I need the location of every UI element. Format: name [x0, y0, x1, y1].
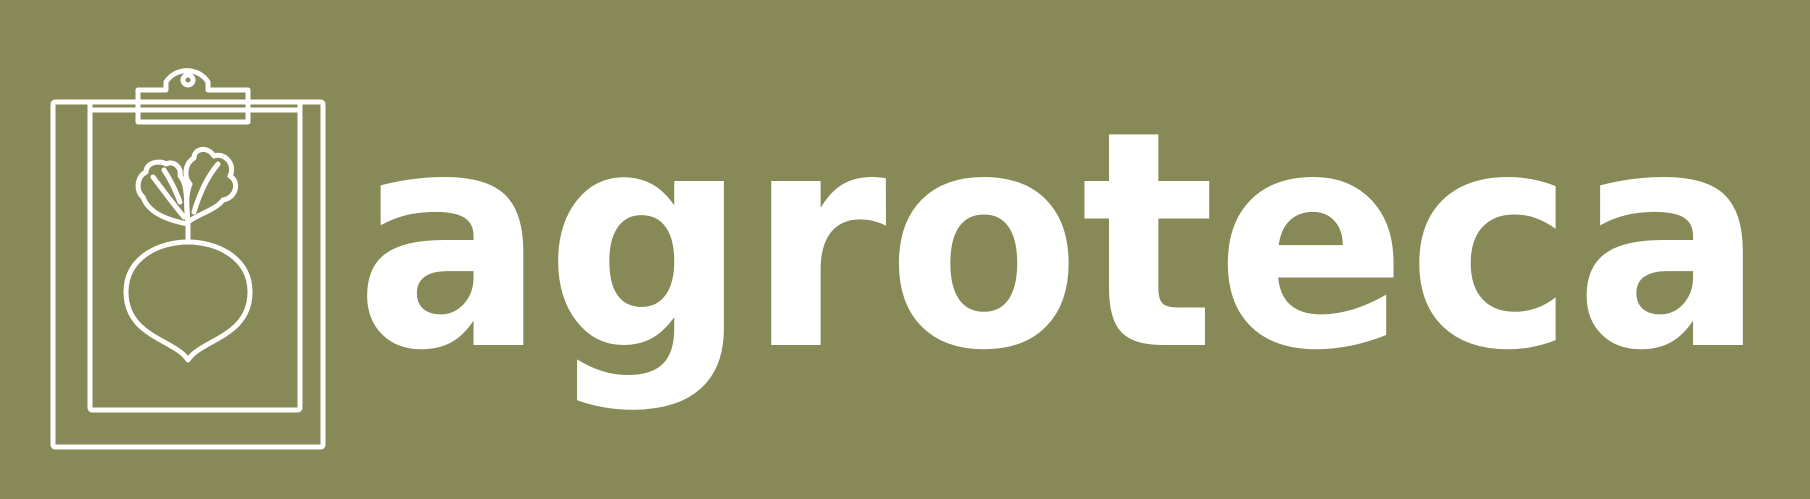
brand-name: agroteca [355, 67, 1765, 416]
brand-wordmark: agroteca [355, 0, 1785, 499]
clipboard-beet-icon [50, 68, 326, 450]
